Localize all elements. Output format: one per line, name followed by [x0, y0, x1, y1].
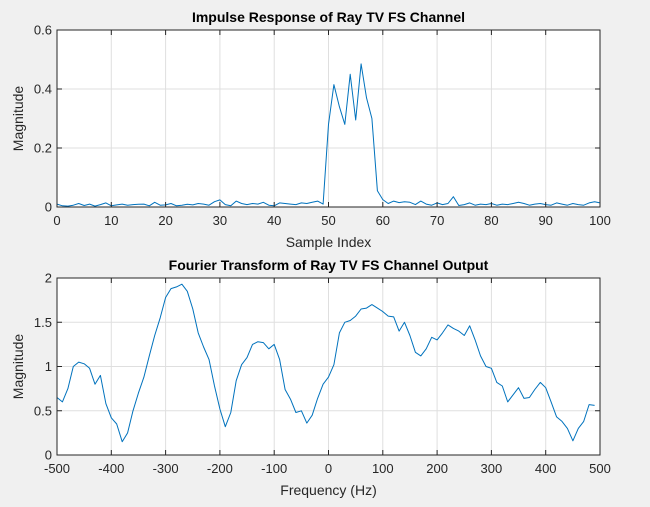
x-tick-label: -400 — [98, 461, 124, 476]
data-series-line — [56, 283, 595, 443]
x-tick-label: 400 — [535, 461, 557, 476]
x-axis-label: Sample Index — [286, 234, 372, 250]
y-axis-label: Magnitude — [10, 334, 26, 400]
y-tick-label: 0 — [45, 200, 52, 215]
x-tick-label: 100 — [589, 213, 611, 228]
impulse-response-plot: 0 10 20 30 40 50 60 70 80 90 100 0 0.2 0.4 0.6 Impulse … — [10, 9, 611, 250]
x-tick-label: 200 — [426, 461, 448, 476]
x-tick-label: 70 — [430, 213, 444, 228]
x-tick-label: -300 — [153, 461, 179, 476]
y-tick-label: 0.2 — [34, 141, 52, 156]
data-series-line — [56, 63, 601, 207]
x-tick-label: -100 — [261, 461, 287, 476]
x-tick-label: 300 — [481, 461, 503, 476]
x-tick-label: -200 — [207, 461, 233, 476]
x-tick-label: 30 — [213, 213, 227, 228]
y-tick-label: 0.5 — [34, 403, 52, 418]
x-tick-label: 80 — [484, 213, 498, 228]
x-axis-label: Frequency (Hz) — [280, 482, 376, 498]
x-tick-label: 60 — [376, 213, 390, 228]
x-tick-label: 500 — [589, 461, 611, 476]
y-tick-label: 1.5 — [34, 315, 52, 330]
y-tick-label: 0.6 — [34, 23, 52, 38]
x-tick-label: -500 — [44, 461, 70, 476]
x-tick-label: 100 — [372, 461, 394, 476]
y-axis-label: Magnitude — [10, 86, 26, 152]
y-tick-label: 0.4 — [34, 82, 52, 97]
chart-title: Impulse Response of Ray TV FS Channel — [192, 9, 465, 25]
fourier-transform-plot: -500 -400 -300 -200 -100 0 100 200 300 400 500 0 0.5… — [10, 257, 611, 498]
x-tick-label: 90 — [538, 213, 552, 228]
x-tick-label: 0 — [53, 213, 60, 228]
x-tick-label: 0 — [325, 461, 332, 476]
y-tick-label: 0 — [45, 448, 52, 463]
y-tick-label: 1 — [45, 359, 52, 374]
y-tick-label: 2 — [45, 271, 52, 286]
x-tick-label: 20 — [158, 213, 172, 228]
x-tick-label: 40 — [267, 213, 281, 228]
chart-title: Fourier Transform of Ray TV FS Channel O… — [169, 257, 489, 273]
x-tick-label: 50 — [321, 213, 335, 228]
x-tick-label: 10 — [104, 213, 118, 228]
